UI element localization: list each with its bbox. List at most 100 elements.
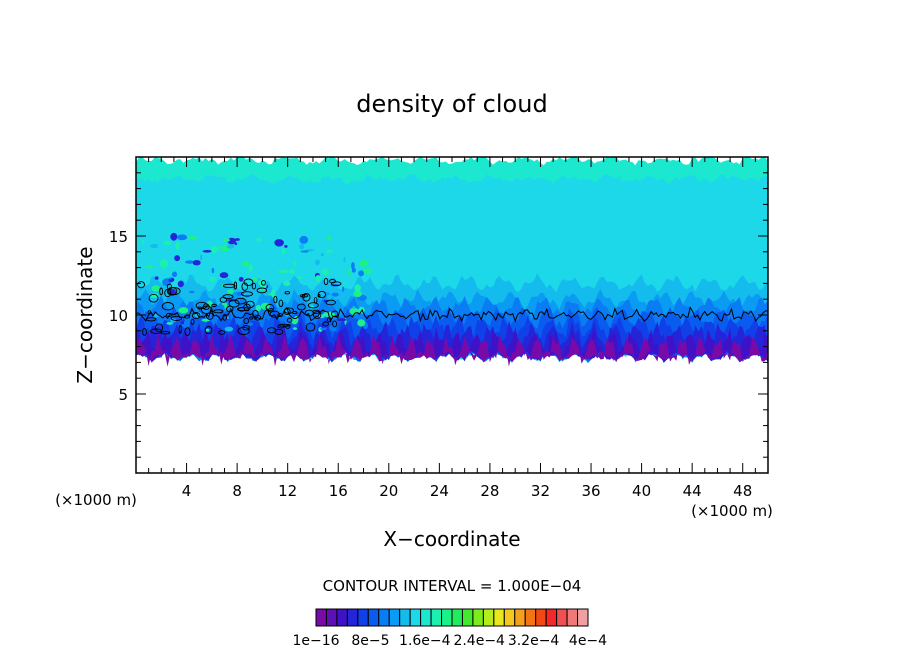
y-axis: 5 10 15 <box>109 172 768 458</box>
turbulence-patch <box>348 268 351 277</box>
contour-speckle <box>184 327 191 336</box>
contour-speckle <box>313 297 318 304</box>
contour-speckle <box>277 313 283 318</box>
turbulence-patch <box>177 234 188 241</box>
contour-speckle <box>283 308 291 315</box>
contour-speckle <box>218 330 226 335</box>
contour-speckle <box>243 278 254 287</box>
contour-speckle <box>241 291 253 297</box>
turbulence-patch <box>169 277 172 280</box>
y-tick-label: 15 <box>109 228 128 246</box>
turbulence-patch <box>174 255 181 262</box>
colorbar-swatch <box>441 608 453 627</box>
contour-interval-label: CONTOUR INTERVAL = 1.000E−04 <box>323 577 582 595</box>
x-unit-label-right: (×1000 m) <box>691 502 773 520</box>
turbulence-patch <box>271 289 276 298</box>
contour-speckle <box>160 331 171 335</box>
x-tick-label: 24 <box>430 482 449 500</box>
y-tick-label: 5 <box>118 386 128 404</box>
contour-speckle <box>222 283 236 289</box>
turbulence-patch <box>208 276 217 281</box>
x-tick-label: 40 <box>632 482 651 500</box>
colorbar-label: 4e−4 <box>569 633 607 649</box>
contour-speckle <box>269 310 280 318</box>
colorbar-swatch <box>503 608 516 627</box>
x-tick-label: 8 <box>232 482 242 500</box>
contour-speckle <box>242 325 250 331</box>
turbulence-patch <box>192 260 201 266</box>
turbulence-patch <box>300 250 309 253</box>
contour-speckle <box>204 326 213 335</box>
turbulence-patch <box>257 288 267 291</box>
y-axis-label: Z−coordinate <box>73 246 97 383</box>
contour-speckle <box>145 317 157 322</box>
turbulence-patch <box>216 246 221 249</box>
contour-speckle <box>278 299 284 308</box>
turbulence-patch <box>352 306 356 309</box>
turbulence-patch <box>200 254 203 261</box>
x-tick-label: 20 <box>379 482 398 500</box>
colorbar-label: 3.2e−4 <box>508 633 560 649</box>
turbulence-patch <box>320 253 325 257</box>
contour-speckle <box>170 315 183 321</box>
contour-speckle <box>159 287 163 296</box>
turbulence-patch <box>201 318 210 322</box>
contour-speckle <box>237 326 250 335</box>
contour-speckle <box>273 295 278 304</box>
turbulence-patch <box>189 290 195 294</box>
turbulence-patch <box>224 302 228 309</box>
turbulence-patch <box>362 268 373 274</box>
x-tick-label: 32 <box>531 482 550 500</box>
turbulence-patch <box>238 276 244 282</box>
turbulence-patch <box>180 320 185 325</box>
contour-speckle <box>329 279 336 284</box>
colorbar-labels: 1e−16 8e−5 1.6e−4 2.4e−4 3.2e−4 4e−4 <box>292 633 607 649</box>
turbulence-patch <box>354 284 361 292</box>
turbulence-patch <box>288 269 296 274</box>
contour-speckle <box>222 314 227 321</box>
turbulence-patch <box>226 244 235 249</box>
colorbar-swatch <box>514 608 526 627</box>
contour-speckle <box>167 287 181 296</box>
colorbar-swatch <box>566 608 579 627</box>
contour-speckle <box>285 325 291 329</box>
turbulence-patch <box>357 319 366 327</box>
turbulence-patch <box>211 267 215 274</box>
turbulence-patch <box>241 260 250 267</box>
contour-speckle <box>137 281 145 289</box>
turbulence-patch <box>170 232 178 241</box>
turbulence-patch <box>325 250 334 253</box>
contour-speckle <box>322 321 330 327</box>
turbulence-patch <box>223 238 230 242</box>
contour-speckle <box>183 315 191 319</box>
contour-speckle <box>305 322 316 332</box>
turbulence-patch <box>353 309 357 313</box>
turbulence-patch <box>234 238 240 241</box>
colorbar-swatch <box>409 608 422 627</box>
x-unit-label-left: (×1000 m) <box>55 491 137 509</box>
colorbar <box>315 608 589 627</box>
turbulence-patch <box>151 285 161 292</box>
turbulence-patch <box>175 241 180 250</box>
cloud-fill <box>136 157 768 367</box>
colorbar-swatch <box>388 608 401 627</box>
turbulence-patch <box>226 316 230 320</box>
turbulence-patch <box>293 260 296 267</box>
colorbar-swatch <box>357 608 369 627</box>
turbulence-patch <box>320 327 327 331</box>
x-tick-label: 16 <box>329 482 348 500</box>
contour-speckle <box>228 299 240 308</box>
turbulence-patch <box>163 240 172 246</box>
plot-area <box>135 156 769 474</box>
contour-speckle <box>283 307 295 314</box>
turbulence-patch <box>321 268 330 276</box>
contour-speckle <box>249 316 254 320</box>
turbulence-patch <box>202 250 212 253</box>
turbulence-patch <box>154 276 159 280</box>
colorbar-swatch <box>472 608 484 627</box>
contour-speckle <box>323 277 329 286</box>
contour-speckle <box>286 317 293 323</box>
contour-speckle <box>213 309 224 314</box>
colorbar-swatch <box>378 608 390 627</box>
turbulence-patch <box>281 247 286 255</box>
